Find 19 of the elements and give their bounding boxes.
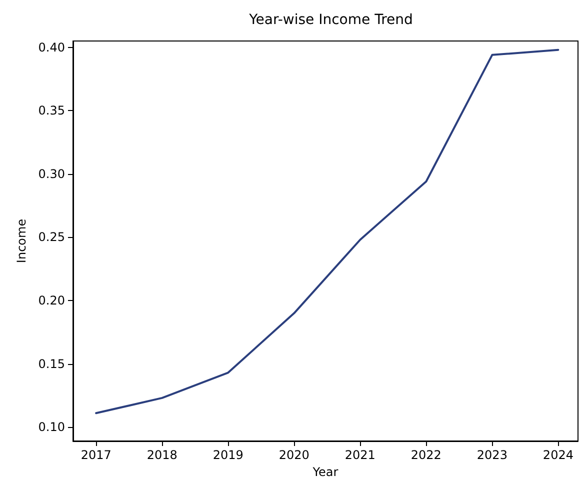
x-tick-label: 2019 [212,448,244,462]
x-tick-label: 2021 [344,448,376,462]
y-tick-label: 0.35 [38,104,65,118]
chart-title: Year-wise Income Trend [248,12,413,28]
y-tick-label: 0.20 [38,293,65,308]
y-tick-label: 0.30 [38,166,65,181]
x-tick-label: 2018 [146,448,178,462]
x-tick-label: 2017 [80,448,112,462]
y-tick-label: 0.40 [38,40,65,54]
line-series [95,48,560,414]
y-tick-label: 0.10 [38,420,65,434]
x-axis-title: Year [312,464,338,479]
x-tick-label: 2022 [410,448,442,462]
y-axis-title: Income [14,218,28,264]
x-tick-label: 2023 [476,448,508,462]
x-tick-label: 2024 [542,448,574,462]
y-tick-label: 0.15 [38,356,65,371]
y-tick-label: 0.25 [38,230,65,244]
x-tick-label: 2020 [278,448,310,462]
